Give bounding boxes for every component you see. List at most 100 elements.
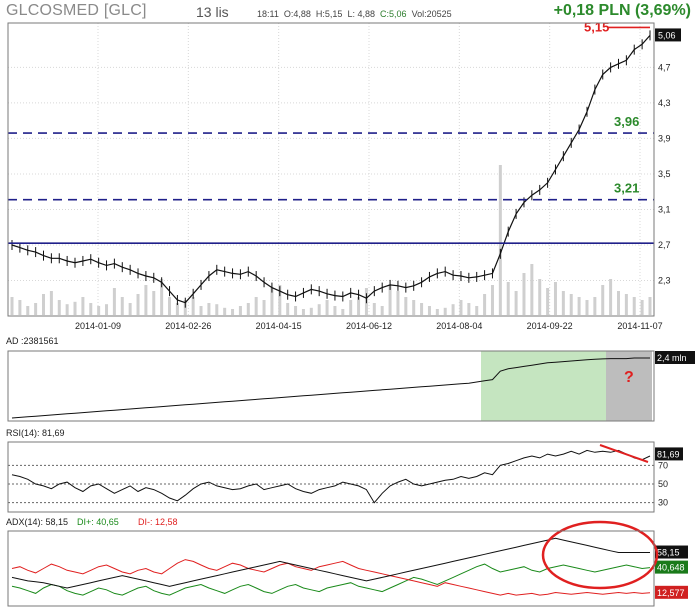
volume-bar (435, 309, 439, 315)
low-label: L: 4,88 (347, 9, 375, 19)
volume-bar (286, 303, 290, 315)
volume-bar (246, 303, 250, 315)
volume-bar (585, 300, 589, 315)
price-y-tick-label: 4,3 (658, 98, 671, 108)
rsi-last-box (655, 447, 683, 461)
volume-bar (561, 291, 565, 315)
price-x-tick-label: 2014-11-07 (617, 321, 662, 331)
volume-bar (349, 300, 353, 315)
volume-bar (553, 282, 557, 315)
high-label: H:5,15 (315, 9, 343, 19)
volume-bar (483, 294, 487, 315)
volume-bar (105, 304, 109, 315)
adx-last-box (655, 560, 688, 574)
ad-line (11, 357, 650, 419)
volume-bar (427, 306, 431, 315)
volume-bar (616, 291, 620, 315)
volume-bar (57, 300, 61, 315)
volume-bar (34, 303, 38, 315)
rsi-divergence-line (599, 444, 649, 463)
price-x-tick-label: 2014-06-12 (346, 321, 392, 331)
volume-bar (18, 300, 22, 315)
di-plus-line (11, 563, 651, 596)
volume-bar (624, 294, 628, 315)
adx-line (11, 537, 650, 589)
volume-bar (577, 297, 581, 315)
volume-bar (65, 304, 69, 315)
volume-bar (404, 297, 408, 315)
price-x-tick-label: 2014-09-22 (527, 321, 573, 331)
price-y-tick-label: 3,9 (658, 133, 671, 143)
volume-bar (26, 306, 30, 315)
volume-bar (73, 301, 77, 315)
volume-bar (640, 300, 644, 315)
rsi-last-label: 81,69 (657, 449, 680, 459)
volume-bar (506, 282, 510, 315)
volume-bar (270, 288, 274, 315)
rsi-panel-frame (7, 441, 655, 513)
volume-bar (81, 297, 85, 315)
last-price-label: 5,06 (658, 30, 676, 40)
di-minus-title: DI-: 12,58 (138, 517, 178, 527)
di-minus-line (11, 559, 651, 596)
price-change: +0,18 PLN (3,69%) (553, 2, 691, 19)
volume-bar (467, 303, 471, 315)
volume-bar (10, 297, 14, 315)
volume-bar (522, 273, 526, 315)
volume-bar (144, 285, 148, 315)
ad-panel-frame (7, 350, 655, 422)
volume-bar (546, 288, 550, 315)
ad-last-box (655, 351, 695, 364)
volume-bar (357, 297, 361, 315)
volume-bar (231, 309, 235, 315)
volume-bar (325, 300, 329, 315)
volume-bar (609, 279, 613, 315)
volume-bar (443, 307, 447, 315)
di-plus-title: DI+: 40,65 (77, 517, 119, 527)
time-label: 18:11 (257, 9, 279, 19)
volume-bar (49, 291, 53, 315)
volume-label: Vol:20525 (411, 9, 452, 19)
volume-bar (498, 165, 502, 315)
volume-bar (128, 303, 132, 315)
volume-bar (120, 297, 124, 315)
price-y-tick-label: 4,7 (658, 62, 671, 72)
volume-bar (341, 309, 345, 315)
adx-last-box (655, 585, 688, 599)
volume-bar (262, 300, 266, 315)
volume-bar (294, 306, 298, 315)
ad-question-mark: ? (624, 369, 634, 386)
adx-last-label: 58,15 (657, 548, 680, 558)
volume-bar (254, 297, 258, 315)
open-label: O:4,88 (283, 9, 311, 19)
chart-title: GLCOSMED [GLC] (6, 2, 147, 19)
volume-bar (160, 279, 164, 315)
volume-bar (459, 300, 463, 315)
price-y-tick-label: 3,5 (658, 169, 671, 179)
rsi-title: RSI(14): 81,69 (6, 428, 65, 438)
ad-highlight-gray (606, 351, 652, 421)
volume-bar (317, 304, 321, 315)
volume-bar (309, 307, 313, 315)
session-date: 13 lis (196, 4, 229, 20)
volume-bar (42, 294, 46, 315)
price-line (11, 35, 651, 304)
volume-bar (333, 306, 337, 315)
volume-bar (412, 300, 416, 315)
ad-title: AD :2381561 (6, 336, 59, 346)
volume-bar (514, 291, 518, 315)
volume-bar (632, 297, 636, 315)
volume-bar (152, 291, 156, 315)
volume-bar (215, 304, 219, 315)
volume-bar (89, 303, 93, 315)
high-marker-label: 5,15 (584, 19, 609, 34)
close-label: C:5,06 (380, 9, 407, 19)
level-label: 3,96 (614, 114, 639, 129)
volume-bar (199, 306, 203, 315)
volume-bar (380, 306, 384, 315)
ad-highlight-green (481, 351, 606, 421)
volume-bar (388, 285, 392, 315)
price-x-tick-label: 2014-04-15 (256, 321, 302, 331)
volume-bar (648, 297, 652, 315)
volume-bar (191, 297, 195, 315)
